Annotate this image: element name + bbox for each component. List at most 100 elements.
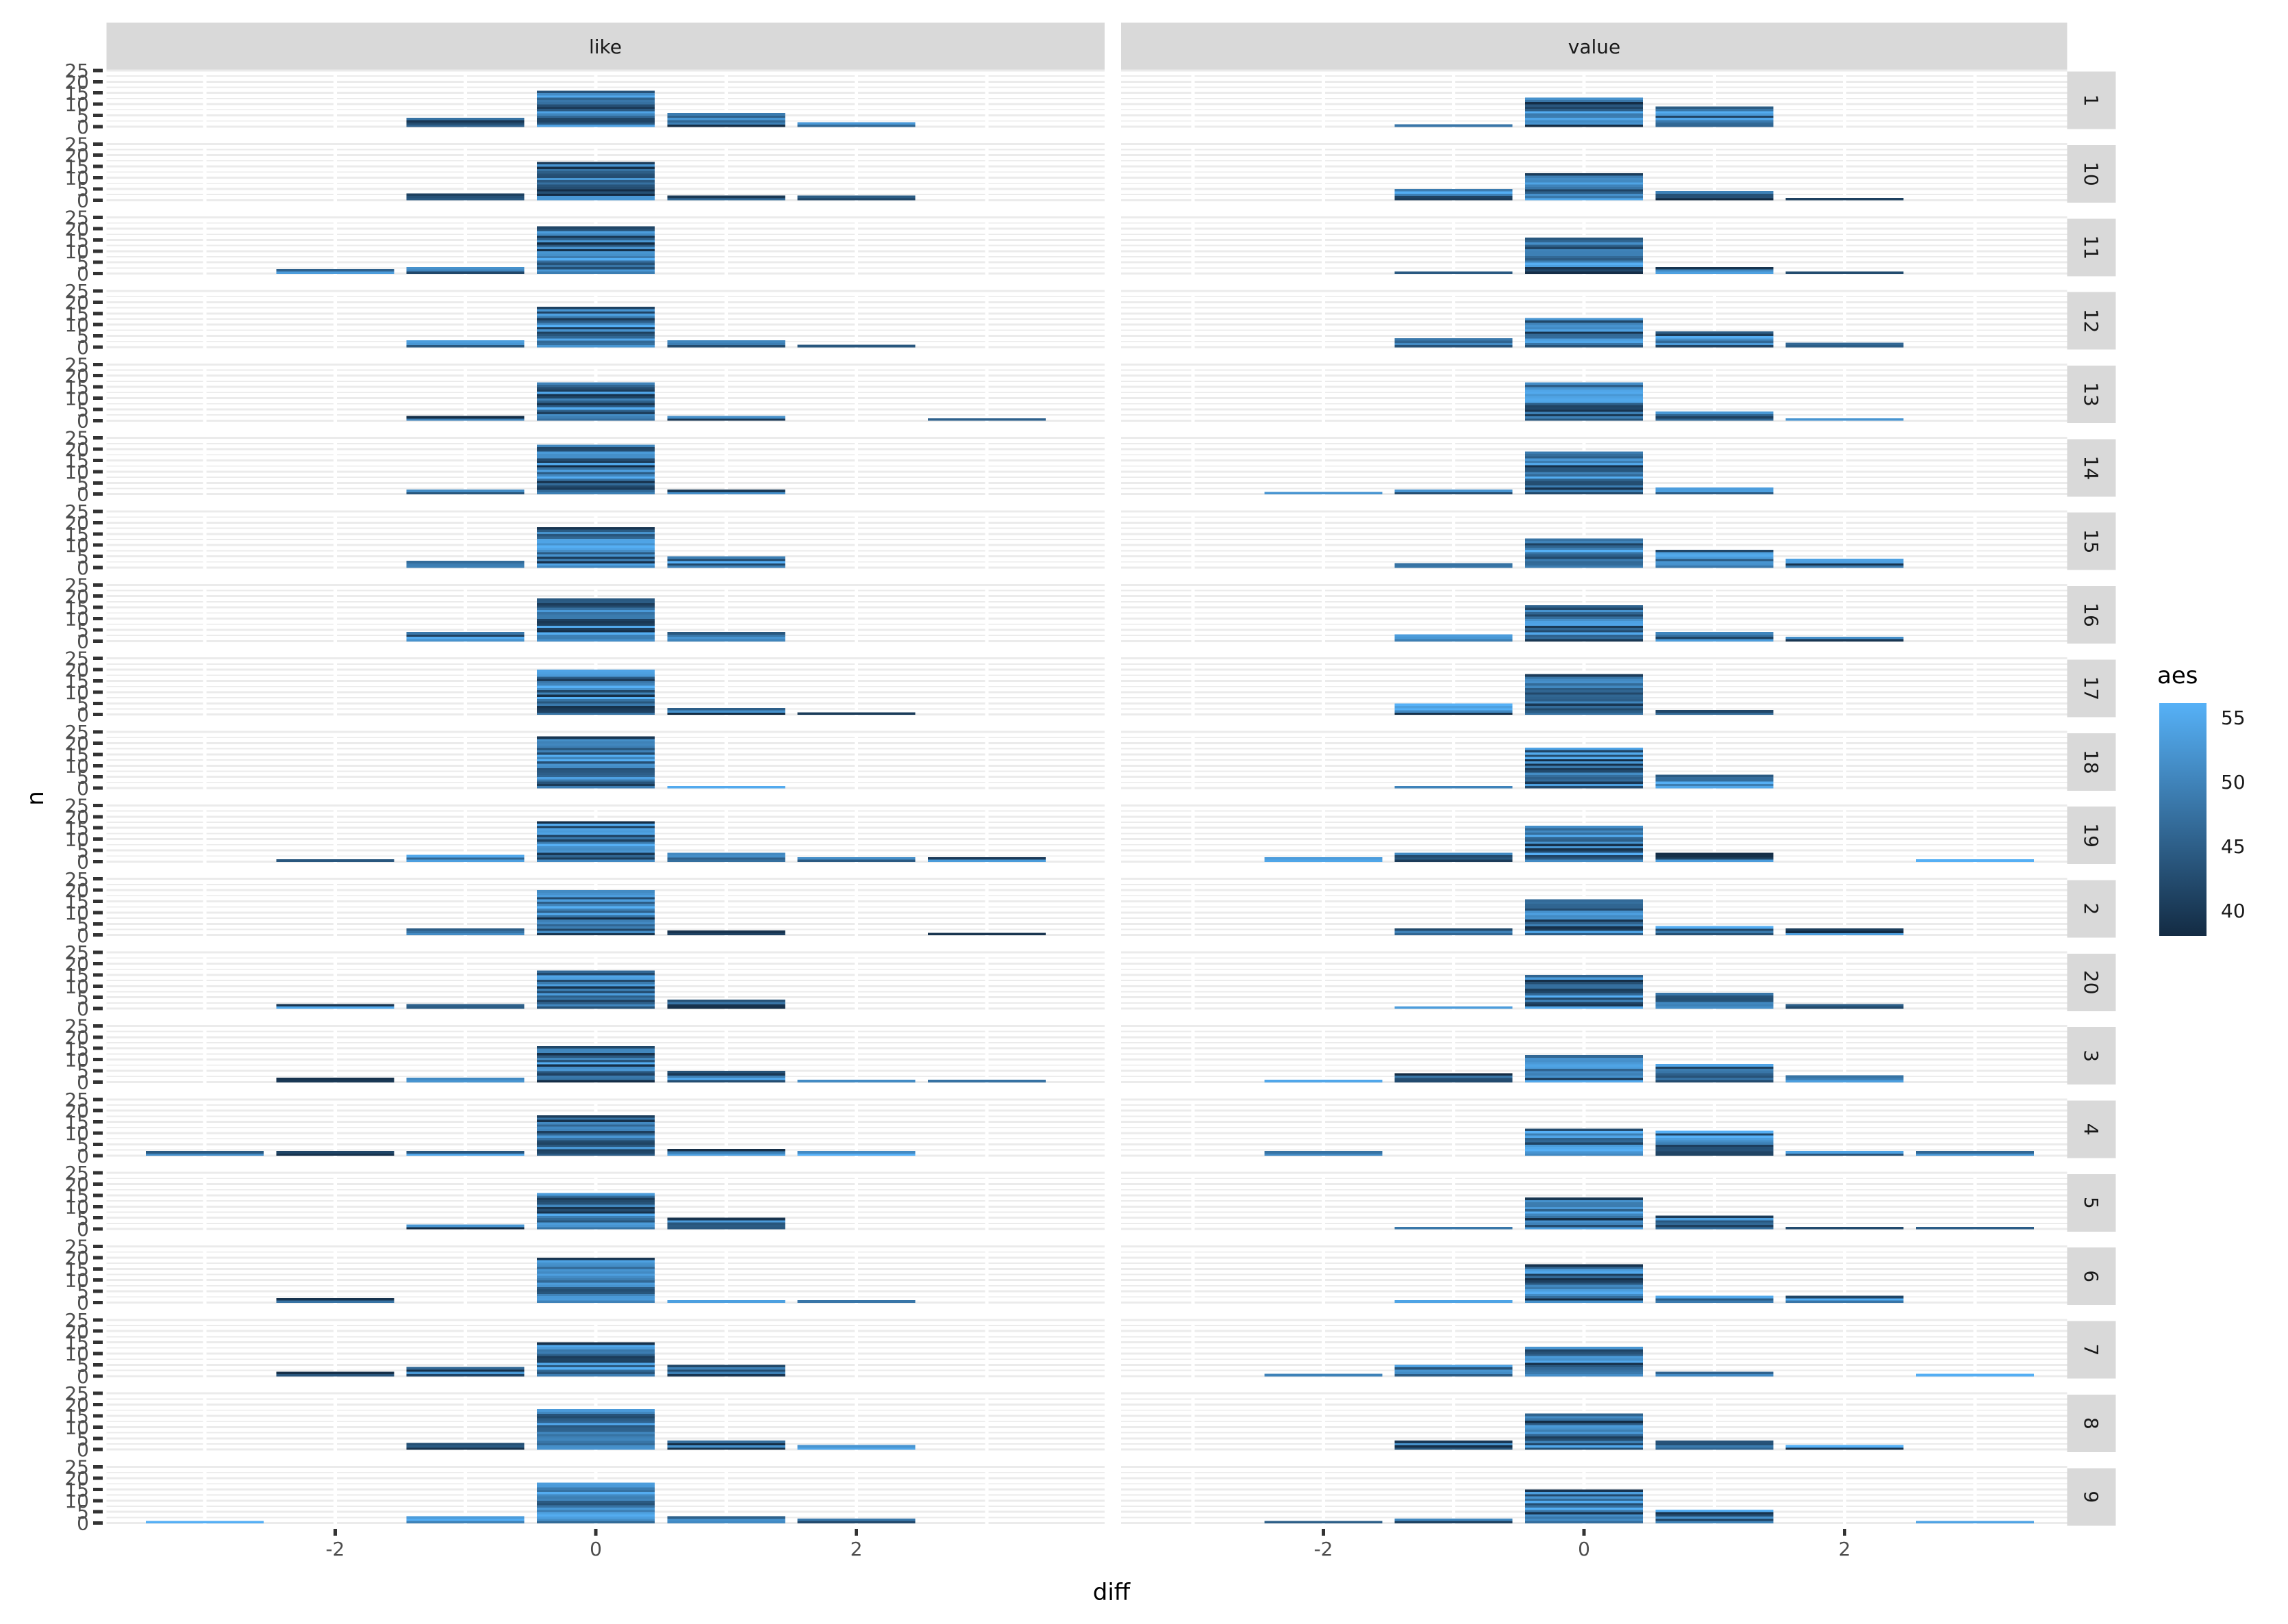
chart-text: 20 [64, 953, 89, 976]
facet-panel-like-16 [106, 583, 1105, 644]
chart-text: 15 [64, 817, 89, 839]
chart-text: 0 [77, 336, 89, 359]
histogram-bar [1655, 993, 1774, 1009]
histogram-bar [537, 970, 655, 1009]
histogram-bar [1915, 1521, 2034, 1523]
chart-text: 0 [77, 850, 89, 873]
histogram-bar [1394, 271, 1513, 274]
chart-text: 20 [64, 1026, 89, 1049]
y-tick [93, 91, 103, 95]
y-tick [93, 605, 103, 609]
legend-gradient-bar [2159, 703, 2207, 936]
histogram-bar [1525, 238, 1643, 274]
histogram-bar [797, 122, 916, 127]
chart-text: 19 [2080, 823, 2102, 848]
legend-tick-label: 50 [2221, 770, 2246, 794]
y-tick [93, 679, 103, 683]
chart-text: 25 [64, 868, 89, 891]
histogram-bar [406, 193, 525, 201]
y-tick [93, 1006, 103, 1011]
y-tick [93, 1267, 103, 1271]
chart-text: 0 [77, 1292, 89, 1315]
histogram-bar [667, 852, 785, 862]
histogram-bar [537, 890, 655, 936]
histogram-bar [1785, 342, 1904, 348]
facet-row-strip [2067, 1394, 2116, 1452]
facet-panel-like-6 [106, 1245, 1105, 1306]
histogram-bar [537, 226, 655, 274]
chart-text: 0 [1578, 1538, 1590, 1560]
facet-panel-value-10 [1121, 142, 2067, 203]
histogram-bar [1785, 1151, 1904, 1156]
histogram-bar [667, 416, 785, 421]
chart-text: 10 [64, 1490, 89, 1512]
y-tick [93, 1256, 103, 1260]
x-tick [594, 1529, 598, 1536]
y-tick [93, 68, 103, 73]
facet-panel-value-1 [1121, 69, 2067, 129]
chart-text: 0 [77, 924, 89, 947]
y-tick [93, 730, 103, 734]
histogram-bar [537, 527, 655, 568]
histogram-bar [1655, 852, 1774, 862]
chart-text: 0 [77, 1145, 89, 1167]
histogram-bar [1525, 825, 1643, 862]
y-tick [93, 334, 103, 338]
facet-panel-value-14 [1121, 437, 2067, 497]
y-tick [93, 690, 103, 694]
histogram-bar [797, 857, 916, 862]
facet-row-strip [2067, 1173, 2116, 1232]
histogram-bar [1525, 318, 1643, 348]
x-tick [1582, 1529, 1586, 1536]
histogram-bar [1394, 928, 1513, 936]
histogram-bar [1525, 899, 1643, 936]
y-tick [93, 1193, 103, 1197]
chart-text: 10 [64, 1122, 89, 1145]
facet-row-strip [2067, 733, 2116, 791]
y-tick [93, 763, 103, 767]
histogram-bar [1655, 1064, 1774, 1082]
histogram-bar [276, 1004, 394, 1009]
histogram-bar [797, 344, 916, 348]
histogram-bar [146, 1151, 264, 1156]
histogram-bar [1394, 1226, 1513, 1230]
facet-panel-like-14 [106, 437, 1105, 497]
chart-text: 1 [2080, 94, 2102, 107]
histogram-bar [537, 1257, 655, 1303]
histogram-bar [1394, 1073, 1513, 1082]
chart-text: -2 [1313, 1538, 1333, 1560]
histogram-bar [797, 712, 916, 715]
histogram-bar [1655, 1130, 1774, 1156]
histogram-bar [667, 1149, 785, 1156]
facet-panel-like-10 [106, 142, 1105, 203]
y-tick [93, 300, 103, 304]
histogram-bar [927, 418, 1046, 421]
histogram-bar [1525, 1197, 1643, 1230]
y-tick [93, 775, 103, 779]
facet-panel-value-7 [1121, 1319, 2067, 1379]
y-tick [93, 418, 103, 422]
chart-text: 10 [64, 975, 89, 998]
histogram-bar [406, 340, 525, 348]
histogram-bar [146, 1521, 264, 1523]
histogram-bar [1525, 1489, 1643, 1523]
y-tick [93, 1058, 103, 1062]
chart-text: 20 [64, 218, 89, 240]
chart-text: 20 [64, 1247, 89, 1269]
chart-text: 20 [64, 1320, 89, 1343]
facet-panel-like-13 [106, 363, 1105, 423]
y-tick [93, 142, 103, 146]
chart-text: 15 [64, 376, 89, 398]
y-tick [93, 668, 103, 672]
histogram-bar [537, 1046, 655, 1082]
facet-row-strip [2067, 439, 2116, 497]
y-tick [93, 345, 103, 349]
chart-text: 0 [77, 704, 89, 726]
y-tick [93, 566, 103, 570]
facet-panel-value-13 [1121, 363, 2067, 423]
facet-column-strip [106, 23, 1105, 71]
histogram-bar [1655, 1215, 1774, 1230]
chart-text: 5 [77, 913, 89, 935]
histogram-bar [406, 1151, 525, 1156]
histogram-bar [1655, 1371, 1774, 1377]
